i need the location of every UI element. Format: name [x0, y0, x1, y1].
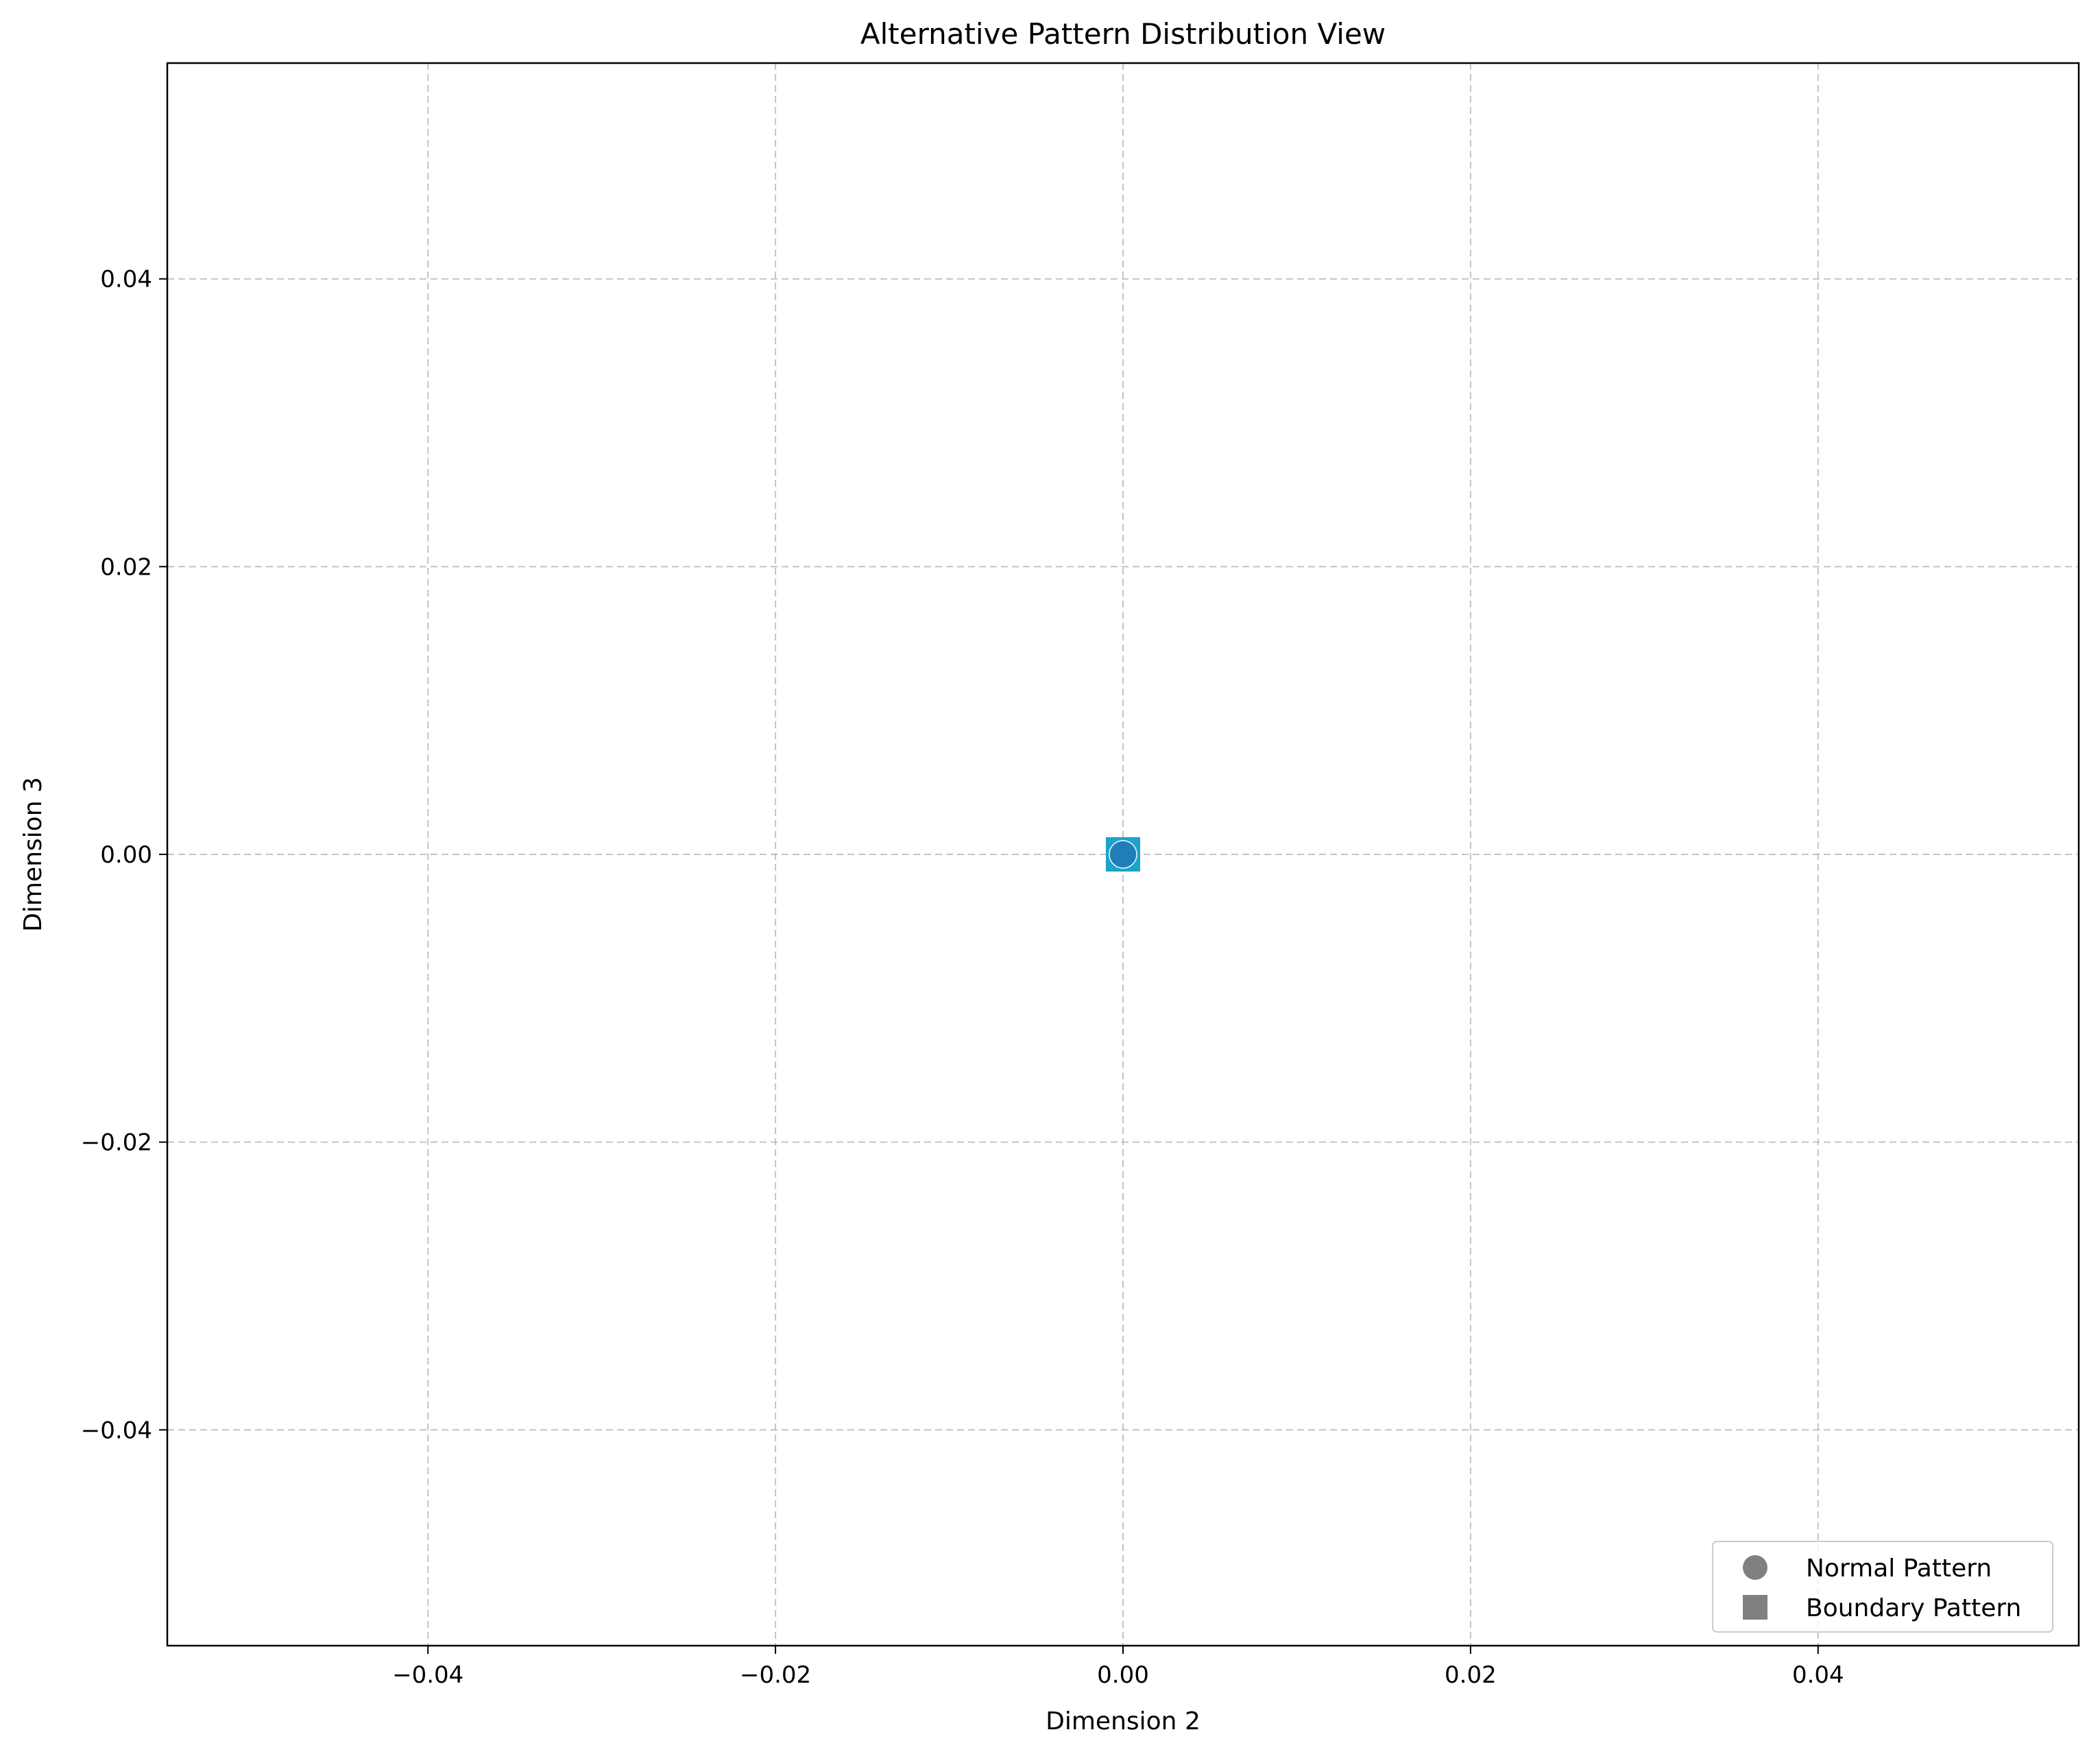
y-tick-label: −0.04 [81, 1417, 152, 1444]
chart-title: Alternative Pattern Distribution View [860, 17, 1386, 51]
x-tick-label: 0.04 [1792, 1661, 1844, 1689]
y-tick-label: 0.04 [100, 266, 152, 293]
legend-marker-normal-pattern [1743, 1555, 1767, 1580]
x-tick-label: −0.04 [392, 1661, 463, 1689]
x-axis-ticks: −0.04 −0.02 0.00 0.02 0.04 [392, 1646, 1844, 1689]
y-axis-label: Dimension 3 [19, 777, 47, 932]
data-point-circle [1109, 840, 1137, 869]
y-tick-label: 0.02 [100, 553, 152, 581]
x-tick-label: −0.02 [740, 1661, 811, 1689]
legend-marker-boundary-pattern [1743, 1595, 1767, 1620]
legend-label-normal-pattern: Normal Pattern [1806, 1554, 1992, 1583]
legend-label-boundary-pattern: Boundary Pattern [1806, 1594, 2021, 1622]
x-tick-label: 0.02 [1445, 1661, 1497, 1689]
legend: Normal Pattern Boundary Pattern [1712, 1541, 2053, 1633]
data-points [1106, 837, 1140, 872]
x-tick-label: 0.00 [1097, 1661, 1149, 1689]
y-tick-label: 0.00 [100, 841, 152, 869]
y-tick-label: −0.02 [81, 1129, 152, 1157]
x-axis-label: Dimension 2 [1046, 1707, 1200, 1735]
legend-box [1712, 1541, 2053, 1633]
y-axis-ticks: −0.04 −0.02 0.00 0.02 0.04 [81, 266, 167, 1444]
